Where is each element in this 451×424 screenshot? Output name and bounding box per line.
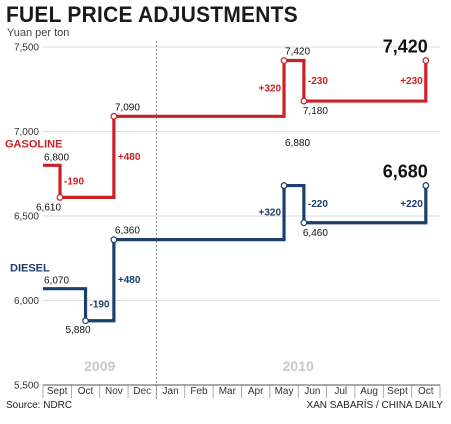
data-point: [280, 182, 288, 189]
value-label: 5,880: [66, 325, 91, 336]
y-tick-label: 7,500: [14, 43, 39, 54]
data-point: [300, 97, 308, 105]
y-tick-label: 7,000: [14, 127, 39, 138]
data-point: [110, 112, 118, 120]
value-label: 6,070: [44, 276, 69, 287]
data-point: [300, 219, 308, 227]
change-label: +480: [118, 275, 141, 286]
data-point: [422, 182, 430, 189]
y-tick-label: 6,500: [14, 212, 39, 223]
value-label: 6,880: [285, 138, 310, 149]
value-label: 6,610: [36, 202, 61, 213]
value-label: 6,460: [303, 228, 328, 239]
change-label: +480: [118, 152, 141, 163]
change-label: -220: [308, 199, 328, 210]
value-label: 7,420: [285, 47, 310, 58]
x-tick-label: Dec: [133, 386, 151, 397]
x-tick-label: Oct: [78, 386, 94, 397]
change-label: +230: [400, 76, 423, 87]
change-label: +220: [400, 199, 423, 210]
x-tick-label: Feb: [190, 386, 208, 397]
x-tick-label: Nov: [105, 386, 123, 397]
change-label: +320: [259, 208, 282, 219]
series-line-gasoline: [43, 58, 428, 200]
year-label: 2010: [283, 358, 314, 374]
series-label-gasoline: GASOLINE: [5, 138, 62, 150]
y-tick-label: 6,000: [14, 296, 39, 307]
data-point: [422, 57, 430, 64]
x-tick-label: Jun: [304, 386, 320, 397]
data-point: [110, 236, 118, 244]
chart-subtitle: Yuan per ton: [7, 27, 70, 39]
value-label: 7,180: [303, 106, 328, 117]
x-tick-label: Jul: [334, 386, 347, 397]
value-label: 6,800: [44, 152, 69, 163]
series-line-diesel: [43, 183, 428, 323]
data-point: [280, 57, 288, 64]
change-label: -230: [308, 76, 328, 87]
chart-title: FUEL PRICE ADJUSTMENTS: [6, 2, 298, 27]
data-point: [56, 194, 64, 201]
x-tick-label: May: [275, 386, 294, 397]
change-label: +320: [259, 83, 282, 94]
x-tick-label: Sept: [47, 386, 68, 397]
value-label: 7,090: [115, 102, 140, 113]
value-label: 6,360: [115, 226, 140, 237]
change-label: -190: [90, 300, 110, 311]
year-label: 2009: [84, 358, 115, 374]
fuel-price-chart: 5,500 6,000 6,500 7,000 7,500 Sept Oct Nov Dec Ja…: [5, 37, 441, 400]
x-tick-label: Sept: [387, 386, 408, 397]
x-tick-label: Jan: [163, 386, 179, 397]
value-label: 7,420: [383, 37, 428, 57]
value-label: 6,680: [383, 162, 428, 182]
source-note: Source: NDRC: [6, 400, 73, 411]
x-tick-label: Mar: [219, 386, 237, 397]
change-label: -190: [64, 176, 84, 187]
x-tick-label: Aug: [360, 386, 378, 397]
data-point: [82, 317, 89, 325]
x-tick-label: Oct: [418, 386, 434, 397]
credit-note: XAN SABARÍS / CHINA DAILY: [306, 400, 443, 411]
series-label-diesel: DIESEL: [10, 263, 50, 275]
x-tick-label: Apr: [248, 386, 264, 397]
y-tick-label: 5,500: [14, 381, 39, 392]
